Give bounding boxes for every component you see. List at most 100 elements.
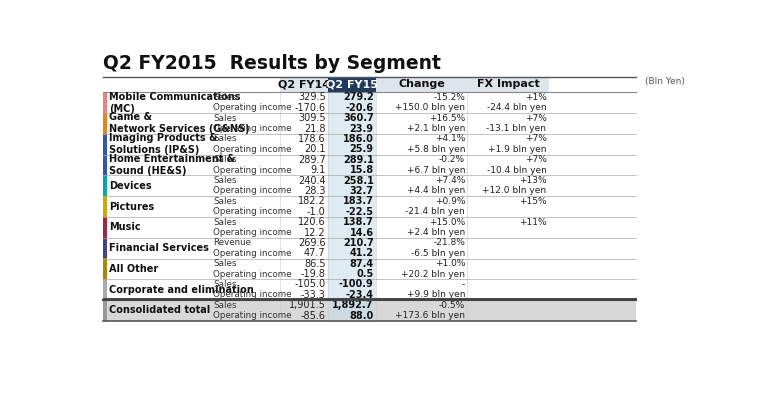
Text: Corporate and elimination: Corporate and elimination: [109, 285, 254, 295]
Bar: [328, 92, 376, 113]
Text: Q2 FY2015  Results by Segment: Q2 FY2015 Results by Segment: [103, 54, 441, 73]
Text: Q2 FY14: Q2 FY14: [278, 80, 330, 89]
Text: -10.4 bln yen: -10.4 bln yen: [487, 166, 546, 175]
Bar: [103, 259, 107, 279]
Bar: [103, 300, 636, 321]
Text: 9.1: 9.1: [310, 165, 326, 175]
Text: (Bln Yen): (Bln Yen): [645, 77, 684, 86]
Text: +6.7 bln yen: +6.7 bln yen: [407, 166, 465, 175]
Text: -0.5%: -0.5%: [439, 301, 465, 310]
Text: +9.9 bln yen: +9.9 bln yen: [407, 290, 465, 299]
Bar: [103, 217, 636, 238]
Text: Sales: Sales: [213, 218, 237, 227]
Text: +15%: +15%: [519, 197, 546, 206]
Text: -85.6: -85.6: [300, 311, 326, 321]
Text: 120.6: 120.6: [298, 217, 326, 227]
Text: 15.8: 15.8: [349, 165, 374, 175]
Text: 0.5: 0.5: [356, 269, 374, 279]
Text: Mobile Communications
(MC): Mobile Communications (MC): [109, 91, 240, 114]
Text: +2.4 bln yen: +2.4 bln yen: [407, 228, 465, 237]
Text: 87.4: 87.4: [349, 259, 374, 269]
Text: 289.1: 289.1: [343, 155, 374, 165]
Text: Sales: Sales: [213, 301, 237, 310]
Text: -21.8%: -21.8%: [433, 238, 465, 248]
Text: Operating income: Operating income: [213, 290, 292, 299]
Text: +4.1%: +4.1%: [435, 135, 465, 143]
Bar: [103, 92, 636, 113]
Text: +1%: +1%: [525, 93, 546, 102]
Text: Sales: Sales: [213, 197, 237, 206]
Text: +13%: +13%: [519, 176, 546, 185]
Text: -21.4 bln yen: -21.4 bln yen: [405, 207, 465, 216]
Text: +1.0%: +1.0%: [435, 259, 465, 268]
Bar: [103, 175, 107, 196]
Text: -33.3: -33.3: [301, 290, 326, 300]
Text: -24.4 bln yen: -24.4 bln yen: [487, 103, 546, 112]
Text: +16.5%: +16.5%: [429, 114, 465, 123]
Bar: [280, 77, 328, 92]
Bar: [103, 92, 107, 113]
Text: Sales: Sales: [213, 259, 237, 268]
Text: 86.5: 86.5: [304, 259, 326, 269]
Text: Sales: Sales: [213, 280, 237, 289]
Text: 1,892.7: 1,892.7: [332, 300, 374, 310]
Text: +2.1 bln yen: +2.1 bln yen: [407, 124, 465, 133]
Bar: [328, 300, 376, 321]
Text: -1.0: -1.0: [307, 207, 326, 217]
Bar: [103, 113, 636, 134]
Text: +4.4 bln yen: +4.4 bln yen: [407, 187, 465, 196]
Bar: [328, 238, 376, 259]
Bar: [103, 134, 636, 154]
Text: Revenue: Revenue: [213, 238, 251, 248]
Bar: [328, 113, 376, 134]
Bar: [328, 154, 376, 175]
Bar: [103, 238, 107, 259]
Text: 32.7: 32.7: [350, 186, 374, 196]
Text: +15.0%: +15.0%: [429, 218, 465, 227]
Text: Operating income: Operating income: [213, 124, 292, 133]
Text: 182.2: 182.2: [298, 196, 326, 206]
Bar: [103, 154, 107, 175]
Text: All Other: All Other: [109, 264, 158, 274]
Text: 88.0: 88.0: [349, 311, 374, 321]
Text: +20.2 bln yen: +20.2 bln yen: [401, 270, 465, 279]
Bar: [103, 259, 636, 279]
Text: Operating income: Operating income: [213, 270, 292, 279]
Text: Devices: Devices: [109, 181, 151, 191]
Text: Home Entertainment &
Sound (HE&S): Home Entertainment & Sound (HE&S): [109, 154, 235, 176]
Text: +1.9 bln yen: +1.9 bln yen: [488, 145, 546, 154]
Text: -6.5 bln yen: -6.5 bln yen: [411, 249, 465, 258]
Bar: [328, 77, 376, 92]
Text: +11%: +11%: [519, 218, 546, 227]
Text: Operating income: Operating income: [213, 145, 292, 154]
Text: -20.6: -20.6: [345, 103, 374, 113]
Bar: [103, 175, 636, 196]
Text: 47.7: 47.7: [304, 248, 326, 258]
Bar: [103, 113, 107, 134]
Text: 240.4: 240.4: [298, 175, 326, 186]
Text: +7.4%: +7.4%: [435, 176, 465, 185]
Text: 210.7: 210.7: [343, 238, 374, 248]
Text: -13.1 bln yen: -13.1 bln yen: [487, 124, 546, 133]
Bar: [328, 279, 376, 300]
Bar: [467, 77, 549, 92]
Text: 178.6: 178.6: [298, 134, 326, 144]
Text: +5.8 bln yen: +5.8 bln yen: [407, 145, 465, 154]
Text: 14.6: 14.6: [350, 228, 374, 238]
Text: -23.4: -23.4: [345, 290, 374, 300]
Bar: [328, 196, 376, 217]
Text: Sales: Sales: [213, 135, 237, 143]
Bar: [103, 217, 107, 238]
Bar: [103, 279, 636, 300]
Bar: [328, 134, 376, 154]
Text: -: -: [462, 280, 465, 289]
Text: -0.2%: -0.2%: [439, 155, 465, 164]
Text: -100.9: -100.9: [339, 280, 374, 289]
Text: 41.2: 41.2: [350, 248, 374, 258]
Text: 138.7: 138.7: [343, 217, 374, 227]
Bar: [103, 279, 107, 300]
Bar: [328, 259, 376, 279]
Text: Sales: Sales: [213, 93, 237, 102]
Text: FX Impact: FX Impact: [476, 80, 539, 89]
Bar: [103, 196, 636, 217]
